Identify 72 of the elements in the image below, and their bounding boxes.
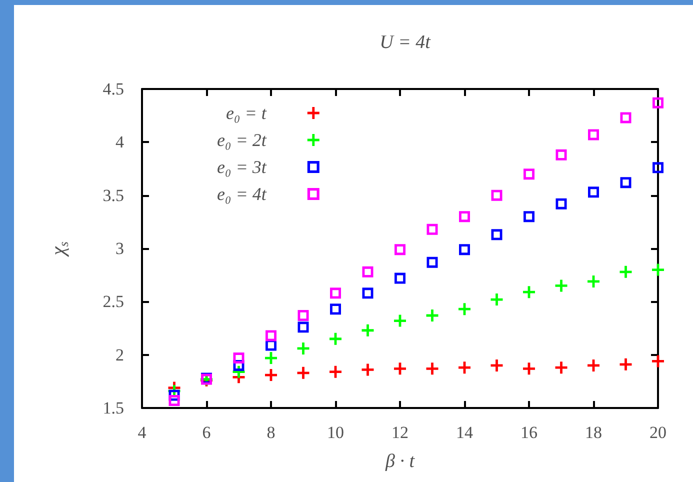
point [394,362,406,375]
point [394,244,406,256]
x-tick-label: 18 [585,423,602,442]
legend-label: e₀ = 4t [216,184,268,204]
point [330,366,342,378]
point [588,129,599,140]
y-tick-label: 4.5 [102,80,124,98]
point [459,211,470,222]
y-tick-label: 1.5 [102,398,124,418]
point [491,229,502,240]
point [490,359,503,372]
legend-label: e₀ = 2t [216,130,268,150]
point [524,168,534,180]
point [620,177,632,188]
point [297,366,310,379]
point [168,395,180,406]
x-tick-label: 14 [456,423,474,442]
y-tick-label: 3 [116,239,124,258]
point [620,266,632,278]
point [652,162,664,174]
point [620,112,632,124]
point [426,362,438,375]
point [652,97,664,108]
point [426,309,438,322]
point [620,358,632,370]
y-tick-label: 3.5 [102,186,124,205]
point [426,256,438,268]
point [362,324,374,336]
y-axis-title: χs [48,242,71,258]
x-tick-label: 8 [266,423,276,442]
point [652,355,664,368]
point [298,322,309,333]
point [523,286,535,298]
point [394,272,406,284]
point [394,314,406,327]
x-tick-label: 16 [520,423,538,442]
point [652,264,664,276]
y-tick-label: 2.5 [102,292,124,312]
point [362,266,374,278]
point [588,186,599,198]
y-tick-label: 2 [116,345,124,364]
point [297,342,310,354]
point [556,149,567,160]
point [233,352,244,364]
legend-label: e₀ = 3t [216,157,268,177]
point [556,198,567,210]
x-tick-label: 12 [392,423,408,442]
point [458,362,470,374]
point [523,362,535,375]
point [298,310,309,321]
point [491,190,502,201]
point [459,244,470,256]
chart-title: U = 4t [380,32,432,53]
legend-label: e₀ = t [226,103,268,123]
x-axis-title: β · t [384,451,416,472]
x-tick-label: 6 [202,423,211,442]
point [426,224,438,235]
x-tick-label: 4 [138,423,147,442]
x-tick-label: 20 [650,423,666,442]
point [330,332,342,345]
point [362,288,374,299]
x-tick-label: 10 [327,423,344,442]
y-tick-label: 4 [116,132,124,152]
point [555,280,568,292]
point [490,294,503,306]
point [458,303,470,316]
point [266,330,276,342]
point [555,362,568,374]
point [524,211,534,222]
point [330,288,341,299]
point [362,364,374,376]
point [330,304,341,315]
